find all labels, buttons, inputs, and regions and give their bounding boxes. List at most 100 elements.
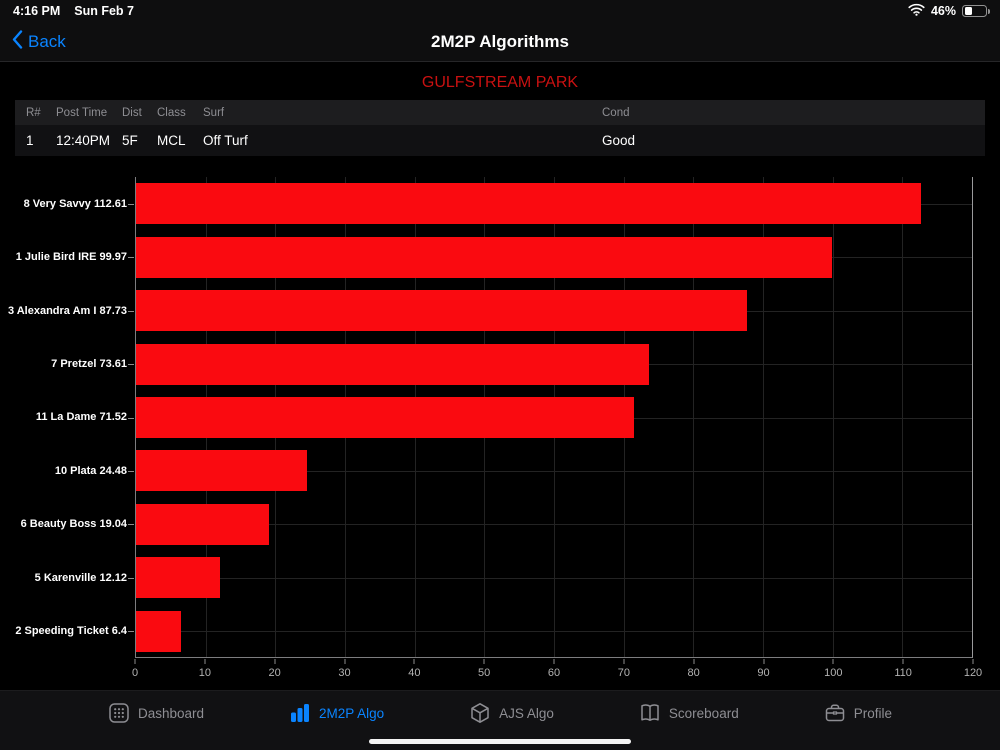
tab-label: Dashboard: [138, 705, 205, 721]
chart-plot: [135, 177, 973, 658]
horse-score-chart: 8 Very Savvy 112.61 1 Julie Bird IRE 99.9…: [0, 170, 1000, 680]
status-date: Sun Feb 7: [74, 4, 134, 18]
chart-bar: [136, 397, 635, 438]
tab-label: Scoreboard: [668, 705, 739, 721]
chart-category-label: 3 Alexandra Am I 87.73: [7, 304, 127, 317]
x-tick-label: 0: [131, 667, 139, 679]
x-gridline: [832, 177, 834, 657]
home-indicator[interactable]: [369, 739, 631, 744]
x-tick-mark: [274, 659, 276, 664]
chart-category-label: 8 Very Savvy 112.61: [23, 197, 127, 210]
race-table: R# Post Time Dist Class Surf Cond 1 12:4…: [15, 100, 985, 156]
race-class: MCL: [157, 133, 186, 148]
y-tick-mark: [128, 631, 134, 633]
x-tick-mark: [972, 659, 974, 664]
tab-dashboard[interactable]: Dashboard: [108, 702, 204, 724]
chart-category-label: 1 Julie Bird IRE 99.97: [15, 251, 127, 264]
x-gridline: [763, 177, 764, 657]
battery-percent: 46%: [930, 4, 956, 18]
y-tick-mark: [128, 524, 134, 526]
chart-bar: [136, 183, 921, 225]
keypad-icon: [108, 702, 130, 724]
chart-category-label: 6 Beauty Boss 19.04: [20, 518, 127, 531]
back-chevron-icon: [12, 30, 23, 54]
chart-bar: [136, 503, 269, 545]
x-tick-label: 80: [687, 667, 700, 679]
x-gridline: [693, 177, 695, 657]
track-title: GULFSTREAM PARK: [421, 74, 579, 91]
col-cond: Cond: [602, 106, 630, 119]
tab-label: Profile: [853, 705, 892, 721]
x-tick-label: 10: [198, 667, 211, 679]
col-dist: Dist: [122, 106, 142, 119]
chart-category-label: 7 Pretzel 73.61: [51, 358, 127, 371]
chart-category-label: 11 La Dame 71.52: [35, 411, 127, 424]
battery-icon: [962, 4, 990, 18]
col-surf: Surf: [203, 106, 225, 119]
chart-x-axis: 0 10 20 30 40 50 60 70 80 90 100 110 120: [131, 659, 982, 683]
chart-y-labels: 8 Very Savvy 112.61 1 Julie Bird IRE 99.9…: [0, 177, 135, 658]
tab-label: AJS Algo: [499, 705, 554, 721]
x-tick-label: 110: [894, 667, 912, 679]
status-bar: 4:16 PM Sun Feb 7 46%: [0, 0, 1000, 22]
race-cond: Good: [602, 133, 636, 148]
y-gridline: [136, 631, 972, 633]
chart-bar: [136, 236, 833, 278]
tab-2m2p-algo[interactable]: 2M2P Algo: [289, 702, 384, 724]
x-tick-mark: [413, 659, 415, 664]
x-tick-label: 50: [478, 667, 491, 679]
chart-bar: [136, 290, 748, 332]
y-tick-mark: [128, 310, 134, 312]
col-class: Class: [157, 106, 186, 119]
x-tick-mark: [483, 659, 485, 664]
x-tick-mark: [693, 659, 695, 664]
y-tick-mark: [128, 417, 134, 419]
x-tick-mark: [623, 659, 625, 664]
status-left: 4:16 PM Sun Feb 7: [13, 4, 134, 18]
y-tick-mark: [128, 577, 134, 579]
col-race-number: R#: [26, 106, 41, 119]
back-button[interactable]: Back: [12, 22, 66, 62]
y-gridline: [136, 577, 972, 579]
y-tick-mark: [128, 203, 134, 205]
y-tick-mark: [128, 257, 134, 259]
y-tick-mark: [128, 470, 134, 472]
chart-bar: [136, 450, 307, 492]
x-tick-label: 100: [824, 667, 843, 679]
tab-label: 2M2P Algo: [319, 705, 385, 721]
col-post-time: Post Time: [56, 106, 108, 119]
x-tick-label: 90: [757, 667, 770, 679]
status-time: 4:16 PM: [13, 4, 61, 18]
chart-category-label: 10 Plata 24.48: [54, 464, 127, 477]
x-gridline: [902, 177, 904, 657]
x-tick-label: 20: [268, 667, 281, 679]
race-surf: Off Turf: [203, 133, 248, 148]
race-number: 1: [26, 133, 34, 148]
x-tick-mark: [763, 659, 764, 664]
x-tick-label: 40: [408, 667, 421, 679]
x-tick-mark: [134, 659, 136, 664]
briefcase-icon: [824, 702, 846, 724]
race-table-header: R# Post Time Dist Class Surf Cond: [15, 100, 985, 125]
race-table-row[interactable]: 1 12:40PM 5F MCL Off Turf Good: [15, 125, 985, 156]
race-post-time: 12:40PM: [56, 133, 111, 148]
tab-scoreboard[interactable]: Scoreboard: [639, 702, 739, 724]
tab-ajs-algo[interactable]: AJS Algo: [469, 702, 554, 724]
page-title: 2M2P Algorithms: [431, 32, 569, 51]
race-dist: 5F: [122, 133, 138, 148]
bar-chart-icon: [289, 702, 311, 724]
y-gridline: [136, 470, 972, 472]
x-tick-label: 60: [547, 667, 561, 679]
x-tick-mark: [553, 659, 555, 664]
status-right: 46%: [908, 3, 990, 19]
tab-bar: Dashboard 2M2P Algo AJS Algo Scoreb: [0, 690, 1000, 750]
x-tick-mark: [902, 659, 904, 664]
x-tick-label: 120: [963, 667, 983, 679]
top-chrome: 4:16 PM Sun Feb 7 46%: [0, 0, 1000, 62]
x-tick-mark: [832, 659, 834, 664]
back-label: Back: [28, 32, 66, 51]
battery-nub: [987, 9, 990, 15]
tab-profile[interactable]: Profile: [824, 702, 892, 724]
chart-bar: [136, 557, 221, 599]
x-tick-mark: [204, 659, 206, 664]
